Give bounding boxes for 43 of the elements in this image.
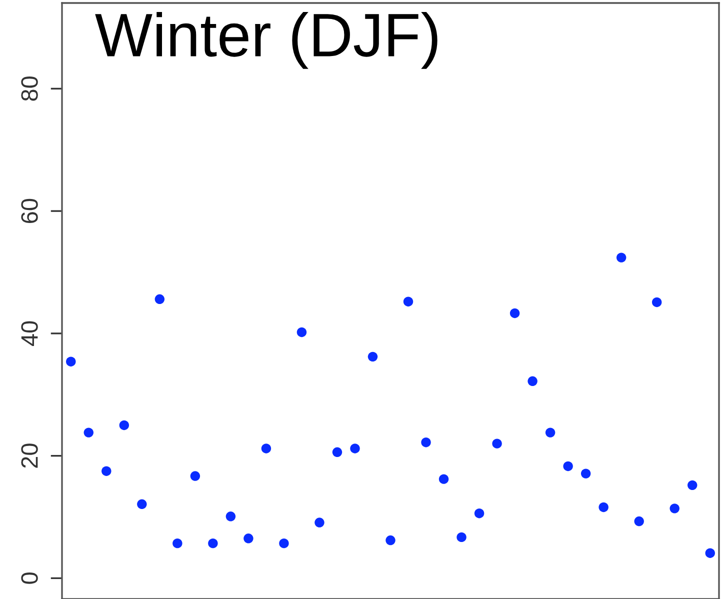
point <box>172 538 182 548</box>
point <box>688 480 698 490</box>
point <box>474 508 484 518</box>
point <box>634 516 644 526</box>
point <box>438 474 449 484</box>
point <box>456 532 466 542</box>
point <box>332 447 342 458</box>
point <box>368 352 378 362</box>
point <box>492 438 502 448</box>
point <box>386 535 396 546</box>
point <box>350 444 360 454</box>
chart-title: Winter (DJF) <box>95 12 438 69</box>
point <box>244 534 254 544</box>
point <box>190 471 200 481</box>
point <box>84 428 94 438</box>
point <box>279 538 289 548</box>
point <box>314 518 324 528</box>
y-tick-label: 60 <box>21 198 38 223</box>
point <box>563 461 573 472</box>
point <box>545 428 556 438</box>
point <box>403 296 414 306</box>
point <box>296 327 307 338</box>
y-tick-label: 80 <box>21 76 38 101</box>
point <box>705 548 715 558</box>
point <box>261 444 272 454</box>
y-tick-label: 20 <box>21 444 38 468</box>
point <box>154 294 165 304</box>
point <box>208 538 218 548</box>
point <box>66 356 76 366</box>
point <box>137 499 147 510</box>
point <box>102 466 112 476</box>
point <box>421 437 431 448</box>
point <box>226 512 236 522</box>
y-tick-label: 40 <box>21 321 38 346</box>
point <box>580 468 591 478</box>
point <box>616 252 626 262</box>
point <box>670 504 680 514</box>
point <box>510 308 520 318</box>
point <box>598 502 608 512</box>
point <box>652 297 662 308</box>
y-tick-label: 0 <box>21 572 38 584</box>
point <box>119 420 130 430</box>
point <box>528 376 538 386</box>
